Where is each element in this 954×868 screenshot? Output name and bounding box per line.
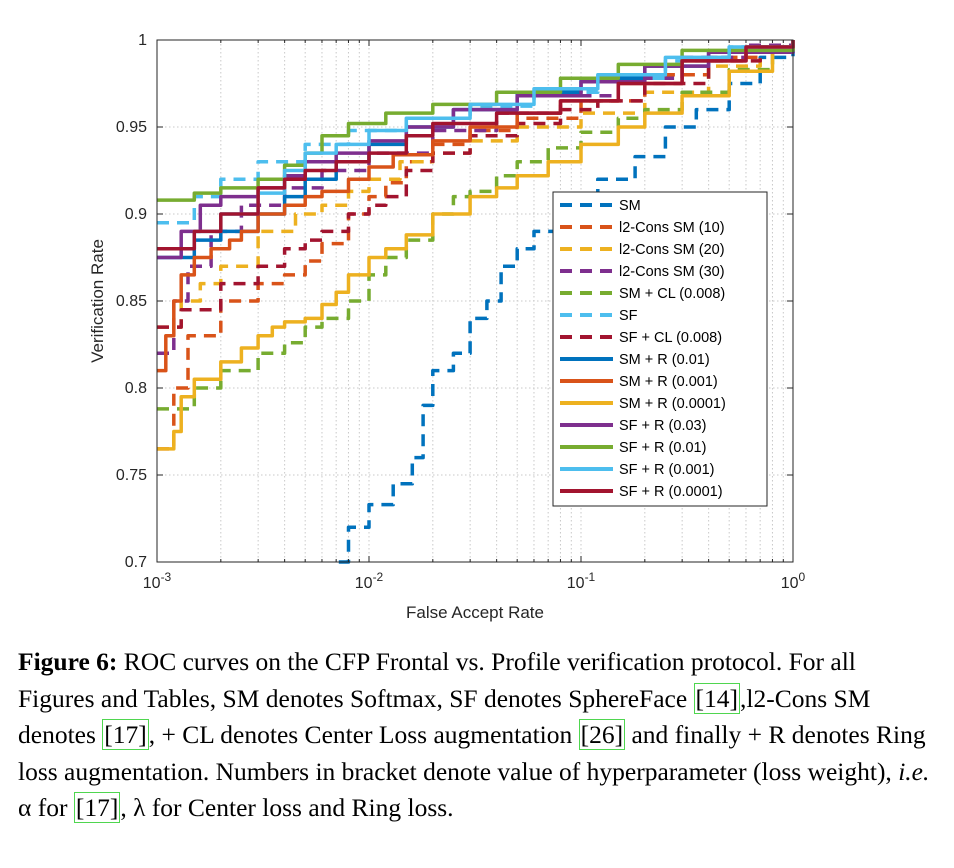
legend-label: l2-Cons SM (10) [619,220,725,236]
series-line [157,40,795,251]
x-axis-label: False Accept Rate [406,603,544,622]
caption-text: , λ for Center loss and Ring loss. [120,793,454,822]
series-line [157,40,795,202]
y-tick-label: 0.85 [116,293,147,310]
citation-link[interactable]: [14] [693,682,741,714]
caption-text: i.e. [898,756,930,786]
series-line [157,40,795,451]
y-tick-label: 0.7 [125,554,147,571]
legend: SM l2-Cons SM (10) l2-Cons SM (20) l2-Cons … [552,191,768,507]
y-tick-label: 0.8 [125,380,147,397]
legend-label: l2-Cons SM (20) [619,242,725,258]
legend-box [552,191,768,507]
legend-label: SF + R (0.01) [619,440,706,456]
legend-label: SF + CL (0.008) [619,330,722,346]
series-layer [157,40,795,564]
y-tick-label: 0.9 [125,206,147,223]
legend-label: SM [619,198,641,214]
citation-link[interactable]: [17] [73,792,121,823]
series-line [157,40,795,451]
legend-label: SM + R (0.001) [619,374,718,390]
caption-text: ROC curves on the CFP Frontal vs. Profil… [18,647,856,713]
legend-label: SF + R (0.0001) [619,484,723,500]
legend-label: l2-Cons SM (30) [619,264,725,280]
legend-label: SF + R (0.03) [619,418,706,434]
axis-ticks: 0.7 0.75 0.8 0.85 0.9 0.95 1 10-3 10-2 10-1 100 [116,32,806,592]
legend-label: SF + R (0.001) [619,462,715,478]
y-tick-label: 1 [138,32,147,49]
legend-label: SM + R (0.01) [619,352,710,368]
citation-link[interactable]: [26] [578,719,626,750]
caption-label: Figure 6: [18,647,118,676]
x-tick-label: 10-1 [567,570,596,592]
series-line [157,40,795,329]
legend-label: SM + R (0.0001) [619,396,726,412]
x-tick-label: 10-3 [143,570,172,592]
y-axis-label: Verification Rate [88,239,107,363]
series-line [338,40,795,564]
legend-label: SF [619,308,638,324]
x-tick-label: 10-2 [355,570,384,592]
y-tick-label: 0.75 [116,467,147,484]
caption-text: ,l2-Cons SM denotes [18,683,871,750]
x-tick-label: 100 [781,570,806,592]
citation-link[interactable]: [17] [102,719,149,750]
caption-text: , + CL denotes Center Loss augmentation [148,720,579,749]
y-tick-label: 0.95 [116,119,147,136]
roc-chart: 0.7 0.75 0.8 0.85 0.9 0.95 1 10-3 10-2 10-1 100 Fa… [88,32,806,622]
series-line [157,40,795,329]
caption-text: α for [18,793,74,822]
figure-caption: Figure 6: ROC curves on the CFP Frontal … [18,644,938,827]
caption-text: and finally + R denotes Ring loss augmen… [18,720,926,786]
legend-label: SM + CL (0.008) [619,286,725,302]
